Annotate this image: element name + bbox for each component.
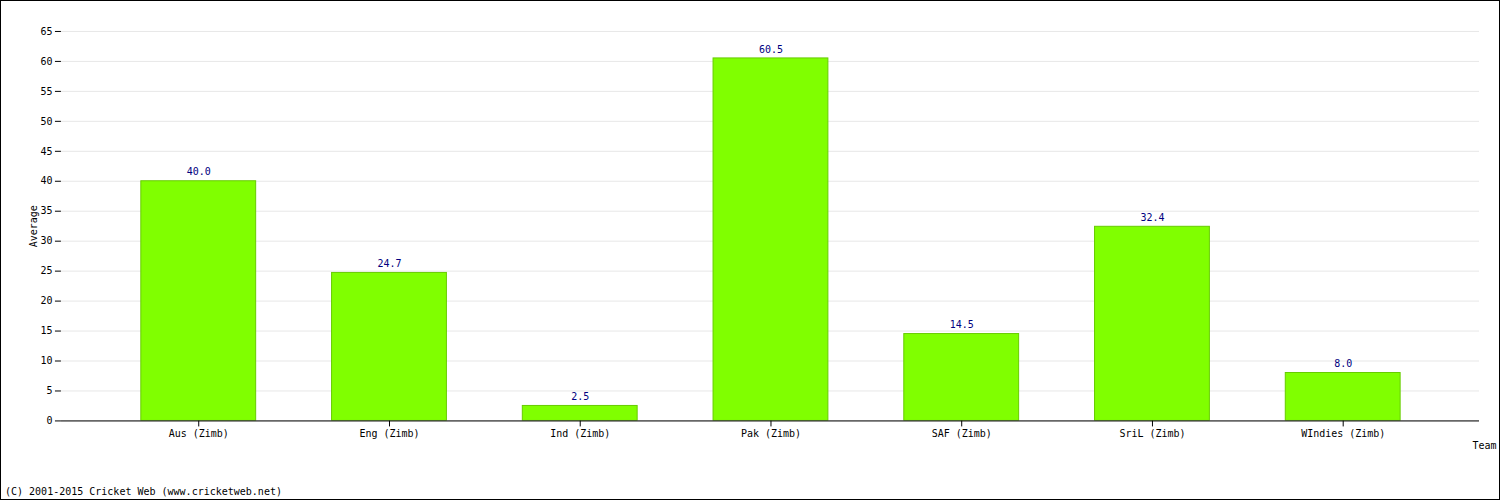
svg-text:Eng (Zimb): Eng (Zimb)	[359, 428, 419, 439]
svg-text:Team: Team	[1472, 440, 1496, 451]
svg-text:60: 60	[40, 56, 52, 67]
svg-text:2.5: 2.5	[571, 391, 589, 402]
svg-text:24.7: 24.7	[377, 258, 401, 269]
svg-text:40: 40	[40, 175, 52, 186]
svg-text:32.4: 32.4	[1140, 212, 1164, 223]
svg-text:WIndies (Zimb): WIndies (Zimb)	[1301, 428, 1385, 439]
html-text:(C) 2001-2015 Cricket Web (www: (C) 2001-2015 Cricket Web (www.cricketwe…	[5, 486, 282, 497]
svg-text:5: 5	[46, 385, 52, 396]
svg-text:0: 0	[46, 415, 52, 426]
svg-text:Aus (Zimb): Aus (Zimb)	[169, 428, 229, 439]
svg-text:Ind (Zimb): Ind (Zimb)	[550, 428, 610, 439]
svg-text:40.0: 40.0	[187, 166, 211, 177]
svg-text:60.5: 60.5	[759, 44, 783, 55]
svg-text:SAF (Zimb): SAF (Zimb)	[932, 428, 992, 439]
svg-text:SriL (Zimb): SriL (Zimb)	[1119, 428, 1185, 439]
svg-text:14.5: 14.5	[950, 319, 974, 330]
svg-text:45: 45	[40, 145, 52, 156]
svg-text:30: 30	[40, 235, 52, 246]
svg-text:55: 55	[40, 86, 52, 97]
svg-text:15: 15	[40, 325, 52, 336]
svg-text:50: 50	[40, 116, 52, 127]
svg-text:35: 35	[40, 205, 52, 216]
svg-text:Average: Average	[28, 205, 39, 247]
svg-text:8.0: 8.0	[1334, 358, 1352, 369]
svg-text:25: 25	[40, 265, 52, 276]
svg-text:20: 20	[40, 295, 52, 306]
svg-text:10: 10	[40, 355, 52, 366]
svg-text:65: 65	[40, 26, 52, 37]
svg-text:Pak (Zimb): Pak (Zimb)	[741, 428, 801, 439]
